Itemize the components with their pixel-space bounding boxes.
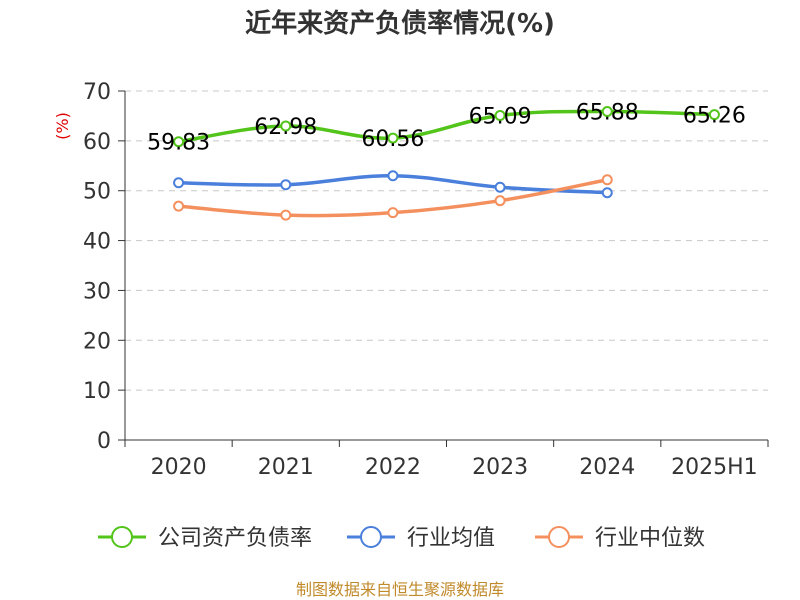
legend-swatch-marker bbox=[111, 526, 133, 548]
y-tick-label: 10 bbox=[83, 379, 111, 404]
data-point[interactable] bbox=[387, 170, 399, 182]
data-point[interactable] bbox=[280, 179, 292, 191]
legend-label: 公司资产负债率 bbox=[158, 526, 312, 551]
x-tick-label: 2022 bbox=[365, 455, 421, 480]
y-tick-label: 20 bbox=[83, 329, 111, 354]
data-point[interactable] bbox=[494, 195, 506, 207]
series-layer bbox=[173, 106, 720, 221]
y-axis-label: (%) bbox=[53, 112, 72, 140]
data-point[interactable] bbox=[494, 181, 506, 193]
data-labels: 59.83 62.98 60.56 65.09 65.88 65.26 bbox=[147, 101, 746, 156]
y-tick-label: 60 bbox=[83, 130, 111, 155]
data-label: 65.09 bbox=[469, 104, 532, 129]
x-tick-label: 2025H1 bbox=[671, 455, 758, 480]
data-point[interactable] bbox=[601, 106, 613, 118]
legend-label: 行业均值 bbox=[407, 526, 495, 551]
data-label: 65.26 bbox=[683, 104, 746, 129]
grid bbox=[125, 90, 768, 391]
y-tick-label: 50 bbox=[83, 180, 111, 205]
data-label: 60.56 bbox=[361, 127, 424, 152]
y-tick-label: 0 bbox=[97, 429, 111, 454]
source-note: 制图数据来自恒生聚源数据库 bbox=[296, 580, 504, 599]
legend-swatch-marker bbox=[548, 526, 570, 548]
data-point[interactable] bbox=[280, 120, 292, 132]
data-point[interactable] bbox=[494, 109, 506, 121]
data-point[interactable] bbox=[173, 200, 185, 212]
legend-label: 行业中位数 bbox=[595, 526, 705, 551]
legend-item-0[interactable]: 公司资产负债率 bbox=[98, 526, 312, 551]
data-point[interactable] bbox=[708, 109, 720, 121]
x-tick-label: 2020 bbox=[151, 455, 207, 480]
data-point[interactable] bbox=[280, 209, 292, 221]
data-label: 59.83 bbox=[147, 131, 210, 156]
y-tick-label: 30 bbox=[83, 279, 111, 304]
x-tick-label: 2023 bbox=[472, 455, 528, 480]
data-point[interactable] bbox=[387, 207, 399, 219]
x-tick-label: 2024 bbox=[579, 455, 635, 480]
data-point[interactable] bbox=[601, 174, 613, 186]
legend-swatch-marker bbox=[360, 526, 382, 548]
axes: 0 10 20 30 40 50 60 70 2020 2021 2022 2023 2024 2025H… bbox=[83, 80, 769, 480]
series-line-0 bbox=[178, 109, 715, 144]
legend[interactable]: 公司资产负债率 行业均值 行业中位数 bbox=[98, 526, 705, 551]
data-point[interactable] bbox=[173, 136, 185, 148]
legend-item-2[interactable]: 行业中位数 bbox=[535, 526, 705, 551]
data-point[interactable] bbox=[387, 132, 399, 144]
y-tick-label: 70 bbox=[83, 80, 111, 105]
data-point[interactable] bbox=[173, 177, 185, 189]
data-label: 62.98 bbox=[254, 115, 317, 140]
legend-item-1[interactable]: 行业均值 bbox=[347, 526, 495, 551]
x-tick-label: 2021 bbox=[258, 455, 314, 480]
chart-title: 近年来资产负债率情况(%) bbox=[245, 8, 555, 39]
data-label: 65.88 bbox=[576, 101, 639, 126]
data-point[interactable] bbox=[601, 187, 613, 199]
y-tick-label: 40 bbox=[83, 230, 111, 255]
